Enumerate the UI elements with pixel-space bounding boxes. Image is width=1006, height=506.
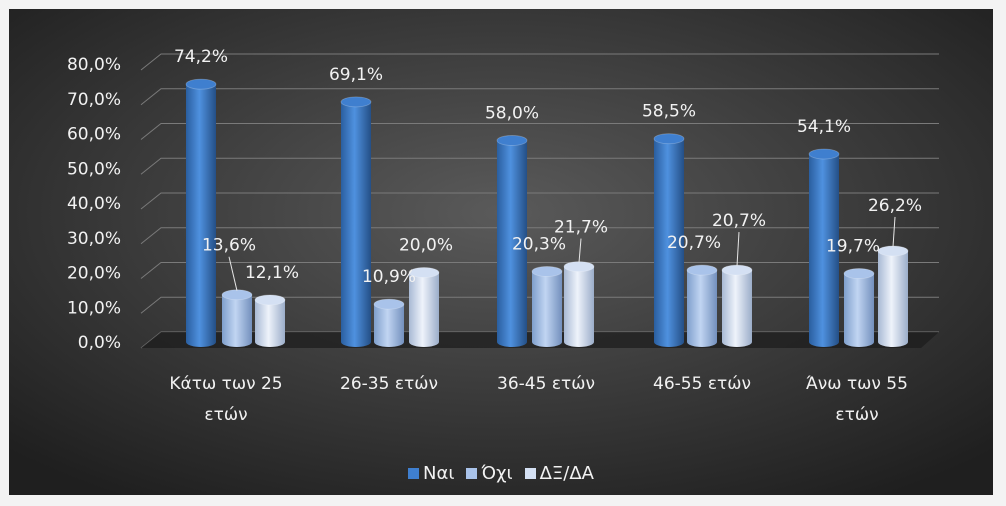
data-label: 12,1% [245, 263, 299, 283]
bar-top [877, 245, 909, 257]
legend-item: Ναι [408, 463, 454, 484]
bar-2-1 [408, 267, 440, 347]
bar-top [254, 294, 286, 306]
bar-top [408, 267, 440, 278]
x-tick-label: Κάτω των 25 [169, 374, 282, 394]
legend-label: ΔΞ/ΔΑ [539, 463, 594, 484]
gridline [140, 123, 939, 140]
y-tick-label: 70,0% [67, 90, 121, 110]
bar-top [185, 78, 217, 90]
bar-0-1 [340, 96, 372, 347]
y-tick-label: 40,0% [67, 194, 121, 214]
y-tick-label: 30,0% [67, 229, 121, 249]
y-tick-label: 10,0% [67, 298, 121, 318]
bar-2-4 [877, 245, 909, 347]
leader-line [228, 256, 238, 291]
legend-item: Όχι [466, 463, 513, 484]
y-tick-label: 20,0% [67, 264, 121, 284]
bar-body [844, 273, 874, 347]
bar-2-3 [721, 264, 753, 347]
chart-frame: 0,0% 10,0% 20,0% 30,0% 40,0% 50,0% 60,0% 70,0% 8… [9, 9, 993, 495]
bar-top [373, 298, 405, 310]
bar-top [531, 266, 563, 277]
bar-1-1 [373, 298, 405, 347]
leader-line [736, 232, 740, 267]
bar-body [222, 294, 252, 347]
y-tick-label: 50,0% [67, 159, 121, 179]
bar-top [340, 96, 372, 108]
bar-top [686, 264, 718, 276]
gridline [140, 88, 939, 106]
bar-2-0 [254, 294, 286, 347]
bar-0-2 [496, 135, 528, 347]
bar-body [654, 138, 684, 347]
legend-swatch [408, 468, 420, 479]
bar-1-0 [221, 289, 253, 347]
bar-0-4 [808, 148, 840, 347]
bar-1-3 [686, 264, 718, 347]
bar-body [255, 299, 285, 347]
data-label: 19,7% [826, 237, 880, 257]
data-label: 13,6% [202, 236, 256, 256]
bar-body [809, 154, 839, 347]
y-tick-label: 0,0% [78, 333, 121, 353]
bar-top [221, 289, 253, 301]
bar-body [497, 140, 527, 347]
x-tick-label: 36-45 ετών [497, 374, 595, 394]
data-label: 54,1% [797, 117, 851, 137]
bar-top [721, 264, 753, 276]
legend-label: Όχι [481, 463, 513, 484]
data-label: 20,7% [667, 233, 721, 253]
bar-body [878, 250, 908, 347]
bar-top [496, 135, 528, 146]
bar-top [808, 148, 840, 160]
data-label: 20,7% [712, 211, 766, 231]
leader-line [892, 216, 896, 247]
data-label: 69,1% [329, 65, 383, 85]
bar-chart: 0,0% 10,0% 20,0% 30,0% 40,0% 50,0% 60,0% 70,0% 8… [9, 9, 993, 495]
bar-body [722, 270, 752, 347]
bar-1-4 [843, 268, 875, 347]
bar-0-3 [653, 133, 685, 347]
y-tick-label: 80,0% [67, 55, 121, 75]
x-tick-label: 46-55 ετών [653, 374, 751, 394]
bar-body [409, 272, 439, 347]
bar-1-2 [531, 266, 563, 347]
data-label: 20,3% [512, 234, 566, 254]
data-label: 10,9% [362, 267, 416, 287]
leader-line [578, 238, 582, 263]
data-label: 20,0% [399, 236, 453, 256]
bar-body [687, 270, 717, 347]
x-tick-label: Άνω των 55 [806, 374, 908, 394]
x-tick-label: ετών [835, 405, 878, 425]
data-label: 26,2% [868, 196, 922, 216]
data-label: 74,2% [174, 47, 228, 67]
data-label: 58,0% [485, 103, 539, 123]
bar-body [186, 84, 216, 347]
bar-0-0 [185, 78, 217, 347]
bar-body [564, 266, 594, 347]
chart-legend: Ναι Όχι ΔΞ/ΔΑ [9, 463, 993, 484]
x-tick-label: ετών [204, 405, 247, 425]
bar-body [532, 271, 562, 347]
legend-item: ΔΞ/ΔΑ [524, 463, 594, 484]
data-label: 58,5% [642, 102, 696, 122]
bar-top [843, 268, 875, 279]
y-tick-label: 60,0% [67, 125, 121, 145]
bar-body [341, 101, 371, 347]
bar-top [563, 261, 595, 272]
legend-swatch [466, 468, 478, 479]
x-tick-label: 26-35 ετών [340, 374, 438, 394]
gridline [140, 53, 939, 71]
legend-swatch [524, 468, 536, 479]
legend-label: Ναι [423, 463, 455, 484]
bar-2-2 [563, 261, 595, 347]
bar-body [374, 304, 404, 347]
data-label: 21,7% [554, 218, 608, 238]
bar-top [653, 133, 685, 145]
